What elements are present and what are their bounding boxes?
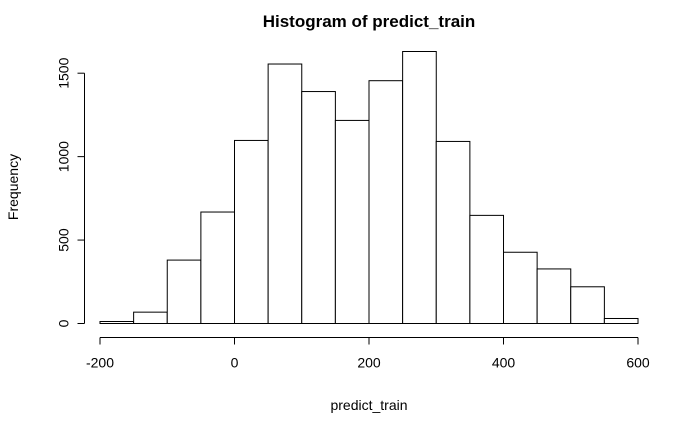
y-axis: 0 500 1000 1500 — [56, 57, 85, 327]
y-axis-tick-label: 1500 — [56, 57, 72, 88]
y-axis-tick-label: 500 — [56, 228, 72, 252]
histogram-bar — [166, 259, 202, 324]
histogram-bar — [536, 268, 572, 324]
chart-title: Histogram of predict_train — [263, 12, 476, 31]
histogram-bar — [570, 286, 605, 325]
histogram-bar — [469, 214, 505, 324]
histogram-bar — [503, 251, 538, 324]
histogram-bar — [603, 317, 639, 324]
y-axis-tick-label: 1000 — [56, 141, 72, 172]
x-axis-label: predict_train — [330, 397, 407, 413]
histogram-bar — [267, 63, 303, 325]
histogram-bar — [435, 140, 471, 324]
x-axis-tick-label: -200 — [86, 355, 114, 371]
x-axis-tick-label: 200 — [357, 355, 381, 371]
histogram-bar — [234, 139, 269, 324]
histogram-bar — [334, 119, 370, 324]
histogram-bar — [200, 211, 236, 324]
x-axis-tick-label: 0 — [231, 355, 239, 371]
x-axis-tick-label: 600 — [626, 355, 650, 371]
histogram-bar — [368, 80, 404, 324]
x-axis-tick-label: 400 — [492, 355, 516, 371]
y-axis-label: Frequency — [5, 154, 21, 220]
histogram-bars — [99, 51, 639, 325]
histogram-bar — [133, 311, 168, 324]
y-axis-tick-label: 0 — [56, 319, 72, 327]
x-axis: -200 0 200 400 600 — [86, 337, 650, 371]
histogram-bar — [402, 51, 437, 324]
histogram-bar — [301, 91, 336, 324]
histogram-bar — [99, 321, 135, 324]
